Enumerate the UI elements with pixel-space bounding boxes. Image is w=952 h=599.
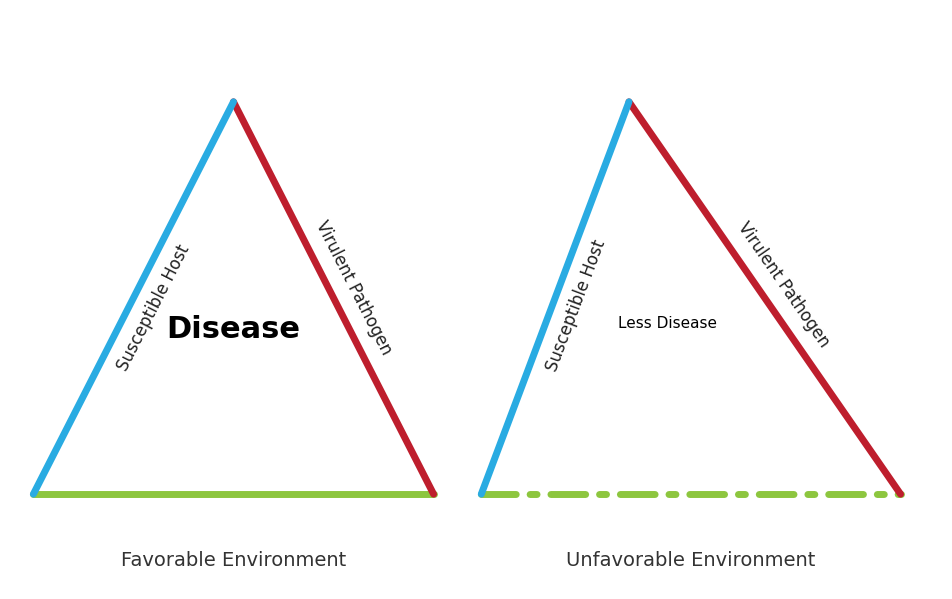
- Text: Susceptible Host: Susceptible Host: [543, 238, 608, 374]
- Text: Less Disease: Less Disease: [617, 316, 716, 331]
- Text: Virulent Pathogen: Virulent Pathogen: [733, 219, 832, 351]
- Text: Susceptible Host: Susceptible Host: [114, 242, 193, 374]
- Text: Virulent Pathogen: Virulent Pathogen: [312, 217, 395, 358]
- Text: Favorable Environment: Favorable Environment: [121, 550, 346, 570]
- Text: Disease: Disease: [167, 315, 300, 344]
- Text: Unfavorable Environment: Unfavorable Environment: [565, 550, 815, 570]
